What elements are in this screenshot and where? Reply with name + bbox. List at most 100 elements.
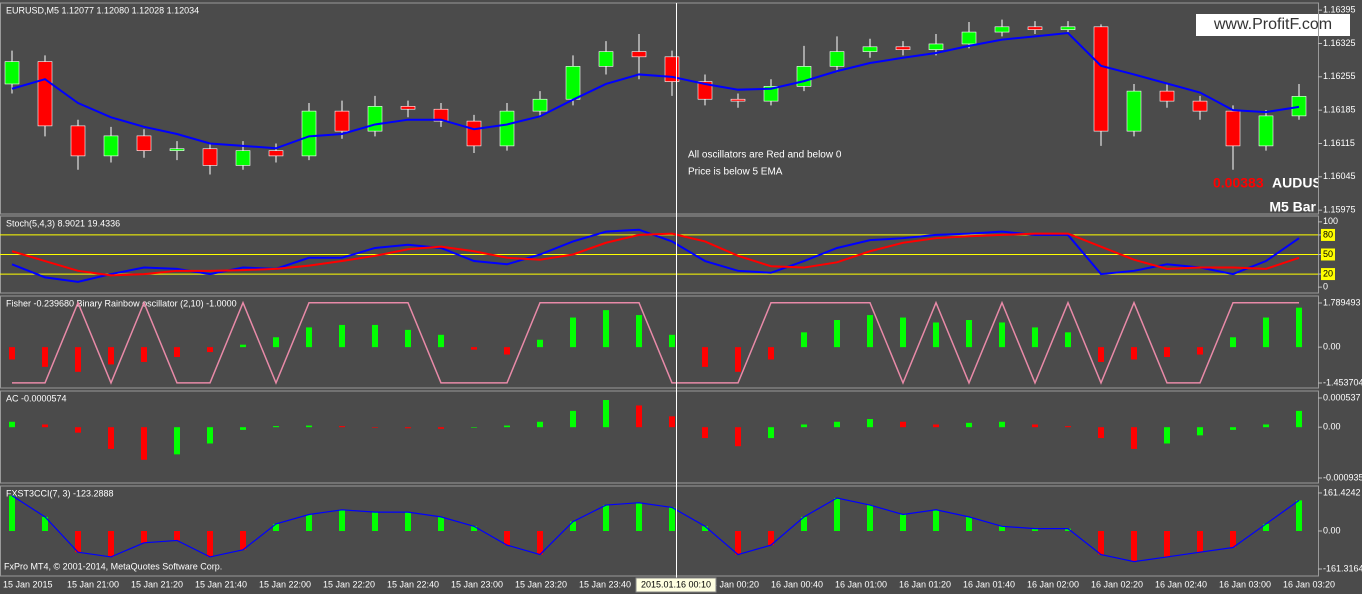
histogram-bar [1263,523,1269,531]
histogram-bar [801,424,807,428]
x-tick-label: 16 Jan 01:00 [835,579,887,589]
y-tick-label: 1.16045 [1323,171,1356,181]
candle-body [499,110,515,147]
histogram-bar [834,498,840,531]
histogram-bar [405,427,411,429]
candle-body [136,135,152,151]
y-tick-label: 0.00 [1323,342,1341,352]
candle-body [730,98,746,102]
histogram-bar [768,531,774,546]
histogram-bar [141,427,147,460]
histogram-bar [834,421,840,428]
histogram-bar [108,347,114,365]
candle-body [433,108,449,122]
histogram-bar [471,526,477,531]
histogram-bar [636,405,642,428]
y-tick-label: 1.16185 [1323,105,1356,115]
histogram-bar [339,509,345,531]
y-tick-label: 161.4242 [1323,487,1361,497]
histogram-bar [1164,347,1170,358]
histogram-bar [669,416,675,428]
histogram-bar [867,419,873,428]
level-label-box [1321,228,1335,241]
cursor-label: 2015.01.16 00:10 [641,579,711,589]
histogram-bar [471,427,477,428]
x-tick-label: 15 Jan 23:20 [515,579,567,589]
candle-body [1126,90,1142,132]
y-tick-label: 0 [1323,282,1328,292]
histogram-bar [1230,531,1236,548]
histogram-bar [306,425,312,428]
histogram-bar [207,347,213,353]
overlay-value: 0.00383 [1213,175,1264,191]
histogram-bar [735,531,741,555]
x-tick-label: 16 Jan 02:20 [1091,579,1143,589]
x-tick-label: 16 Jan 03:20 [1283,579,1335,589]
histogram-bar [900,421,906,428]
watermark: www.ProfitF.com [1213,16,1332,33]
annotation: All oscillators are Red and below 0 [688,150,842,161]
histogram-bar [1197,427,1203,436]
histogram-bar [570,317,576,348]
candle-body [1060,26,1076,30]
histogram-bar [867,315,873,348]
histogram-bar [966,516,972,531]
cursor-label-box [635,577,717,593]
histogram-bar [504,347,510,355]
candle-body [862,46,878,52]
y-tick-label: 0.00 [1323,525,1341,535]
histogram-bar [669,334,675,348]
x-tick-label: 15 Jan 22:00 [259,579,311,589]
copyright: FxPro MT4, © 2001-2014, MetaQuotes Softw… [4,561,222,571]
histogram-bar [207,427,213,444]
y-tick-label: 50 [1323,249,1333,259]
histogram-bar [1065,332,1071,348]
histogram-bar [1197,347,1203,355]
histogram-bar [1164,531,1170,557]
y-tick-label: 20 [1323,268,1333,278]
y-tick-label: 1.16255 [1323,71,1356,81]
candle-body [235,150,251,166]
x-tick-label: 15 Jan 23:40 [579,579,631,589]
candle-body [268,150,284,157]
histogram-bar [1098,347,1104,362]
panel-title: EURUSD,M5 1.12077 1.12080 1.12028 1.1203… [6,5,199,15]
candle-body [1027,26,1043,30]
histogram-bar [306,514,312,531]
histogram-bar [603,505,609,531]
histogram-bar [9,495,15,531]
candle-body [1192,100,1208,112]
level-label-box [1321,248,1335,261]
candle-body [664,56,680,82]
histogram-bar [405,512,411,531]
histogram-bar [999,421,1005,428]
panel-title: Stoch(5,4,3) 8.9021 19.4336 [6,218,120,228]
x-tick-label: 16 Jan 00:40 [771,579,823,589]
x-tick-label: 16 Jan 03:00 [1219,579,1271,589]
candle-body [37,61,53,127]
x-tick-label: 15 Jan 21:20 [131,579,183,589]
histogram-bar [966,422,972,428]
histogram-bar [933,509,939,531]
histogram-bar [1131,347,1137,360]
histogram-bar [273,426,279,428]
histogram-bar [207,531,213,557]
histogram-bar [537,421,543,428]
histogram-bar [9,347,15,360]
histogram-bar [504,531,510,546]
x-tick-label: 15 Jan 21:40 [195,579,247,589]
x-tick-label: 16 Jan 02:00 [1027,579,1079,589]
histogram-bar [735,427,741,447]
y-tick-label: 1.16395 [1323,5,1356,15]
histogram-bar [1032,424,1038,428]
candle-body [1225,110,1241,147]
panel-title: AC -0.0000574 [6,393,67,403]
histogram-bar [273,337,279,348]
histogram-bar [1164,427,1170,444]
candle-body [1159,90,1175,102]
annotation: Price is below 5 EMA [688,167,783,178]
histogram-bar [1032,327,1038,348]
panel-frame [0,2,1319,215]
histogram-bar [1197,531,1203,553]
histogram-bar [603,310,609,348]
